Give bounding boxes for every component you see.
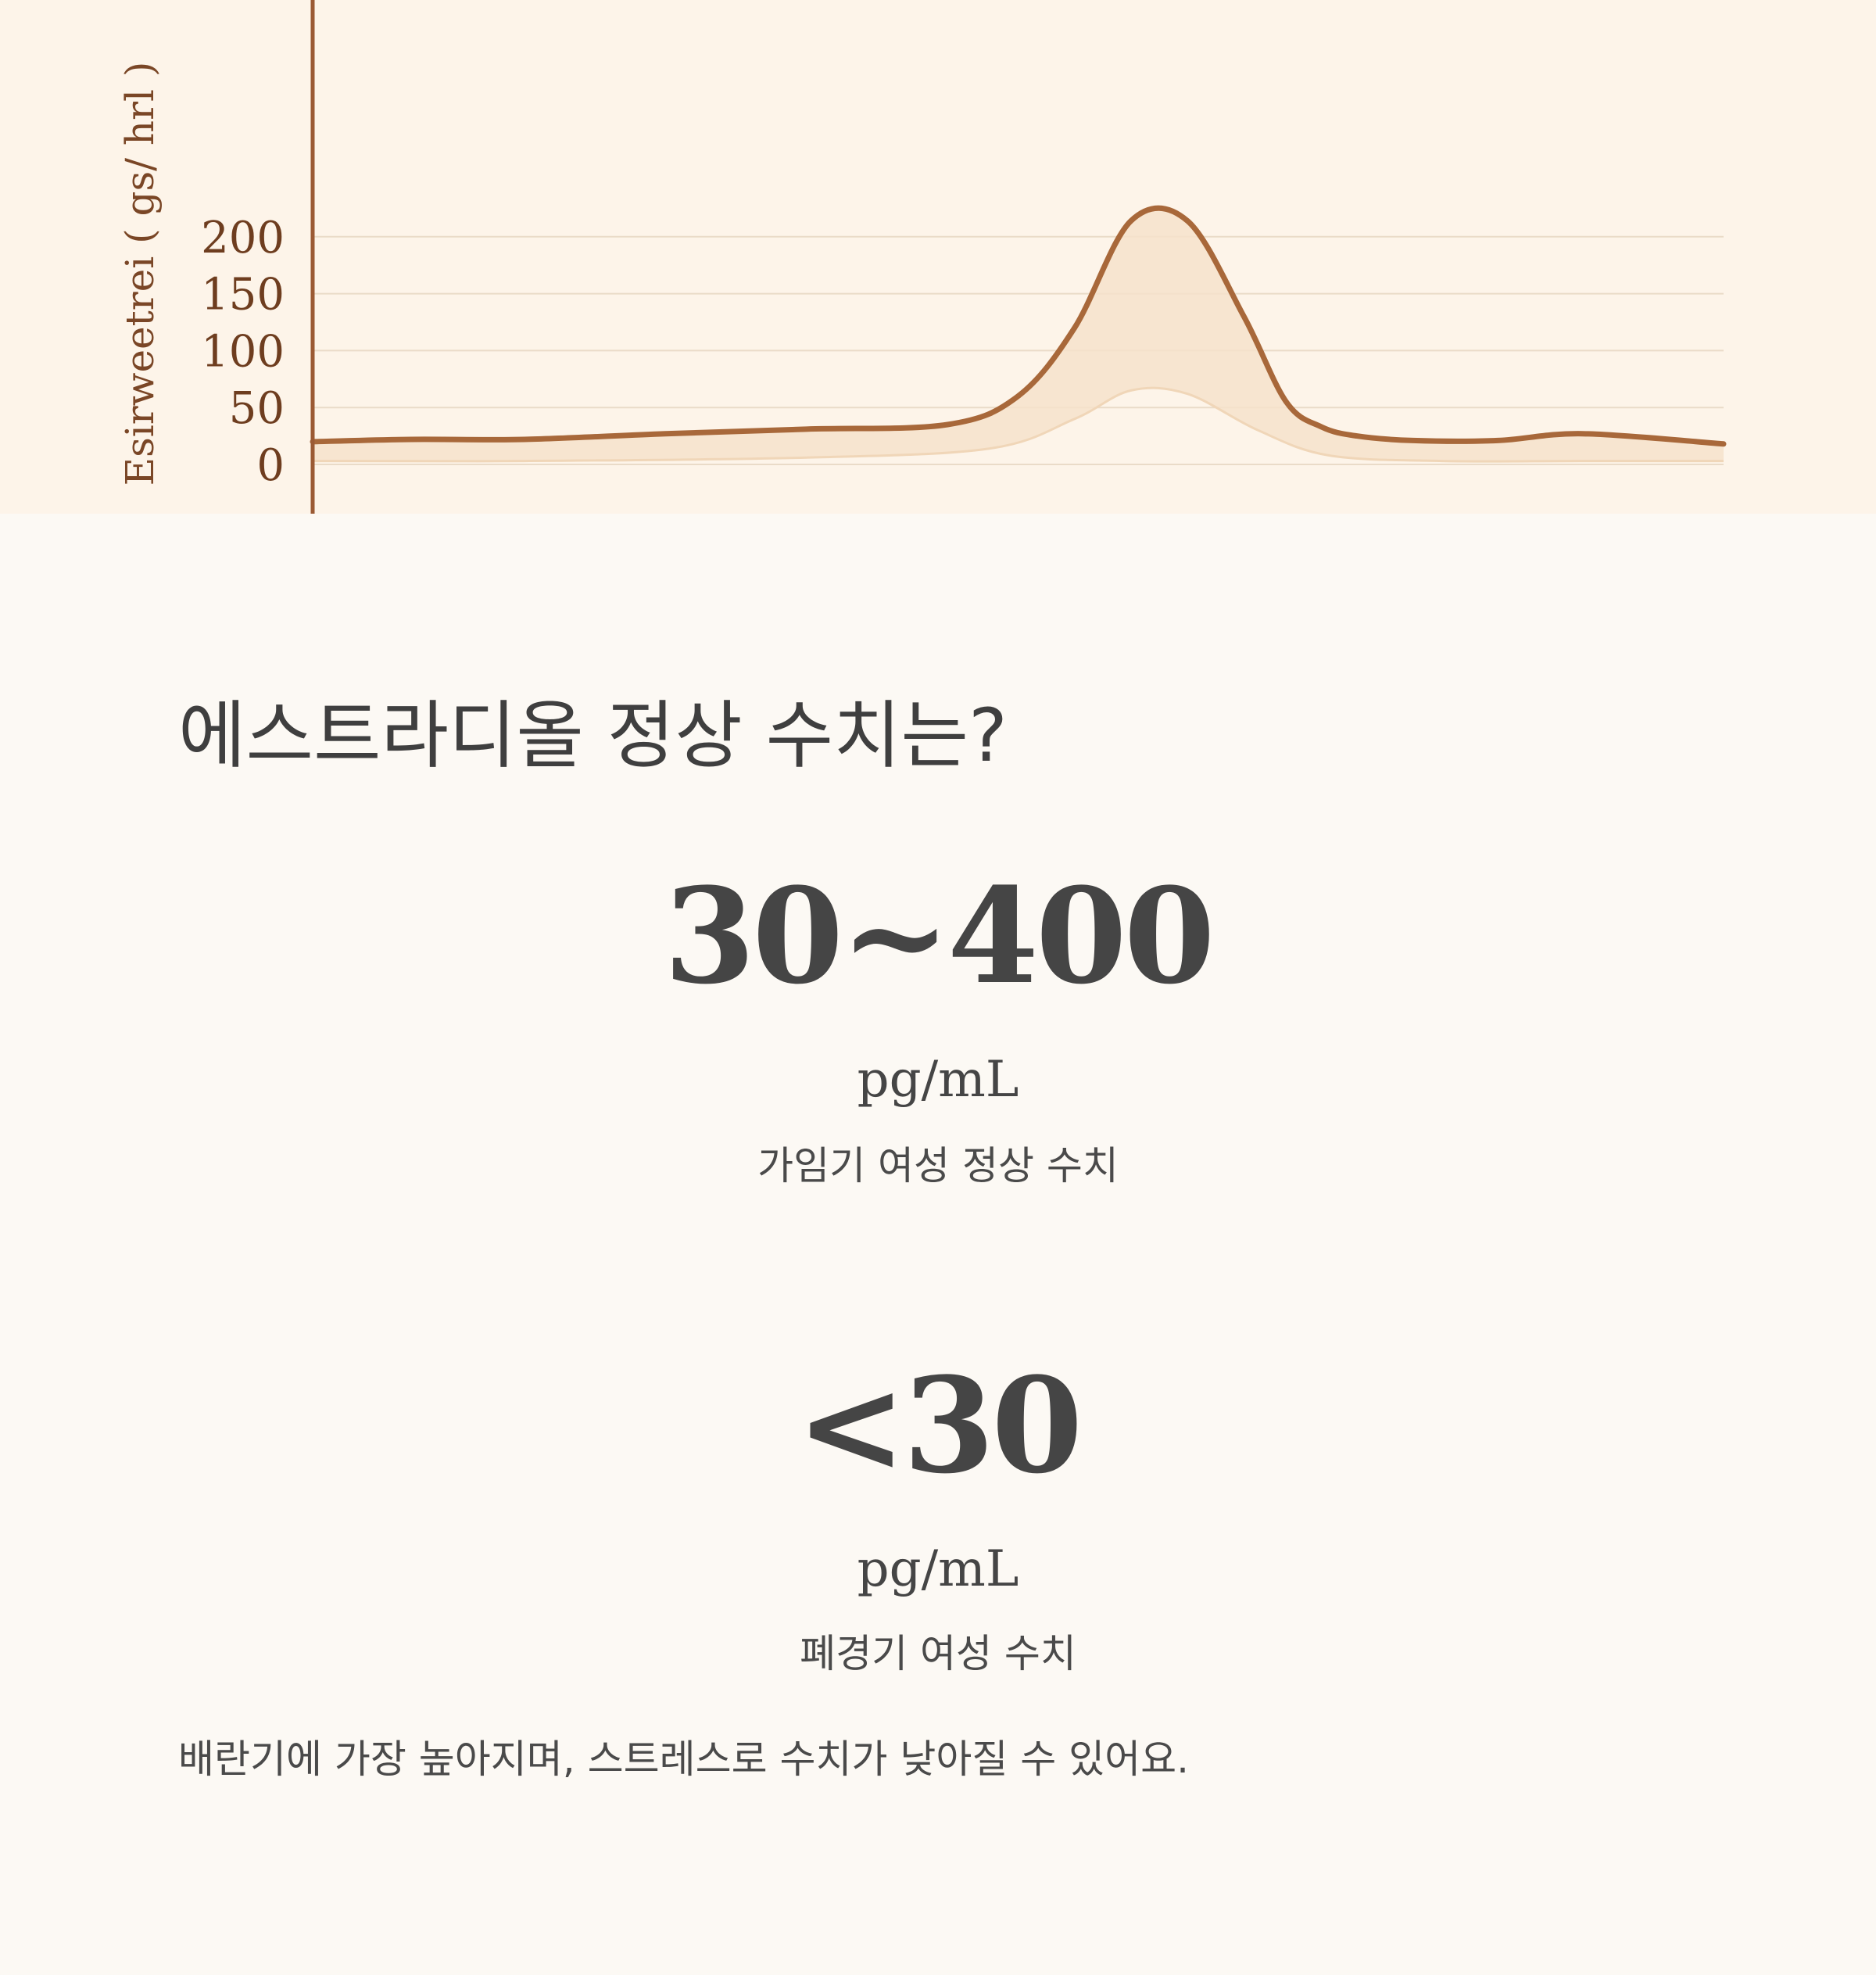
y-tick-0: 0 xyxy=(256,440,285,491)
y-tick-150: 150 xyxy=(201,270,285,321)
normal-levels-section: 에스트라디올 정상 수치는? 30~400 pg/mL 가임기 여성 정상 수치… xyxy=(0,514,1876,1975)
fertile-range-unit: pg/mL xyxy=(857,1051,1019,1109)
chart-gridlines xyxy=(313,235,1724,465)
section-title: 에스트라디올 정상 수치는? xyxy=(178,694,1008,779)
y-tick-50: 50 xyxy=(229,383,285,434)
series-band-area xyxy=(313,208,1724,462)
chart-area-layer xyxy=(313,208,1724,462)
series-upper-line xyxy=(310,205,1727,447)
estradiol-chart: 0 50 100 150 200 Esirweetrei ( gs/ hrl ) xyxy=(0,0,1876,514)
y-axis-title: Esirweetrei ( gs/ hrl ) xyxy=(117,62,163,486)
footnote: 배란기에 가장 높아지며, 스트레스로 수치가 낮아질 수 있어요. xyxy=(178,1737,1190,1782)
y-tick-100: 100 xyxy=(201,326,285,377)
fertile-range-value: 30~400 xyxy=(664,858,1215,1013)
fertile-range-caption: 가임기 여성 정상 수치 xyxy=(757,1143,1119,1188)
y-tick-200: 200 xyxy=(201,213,285,263)
menopause-range-value: <30 xyxy=(796,1348,1083,1503)
series-lower-line xyxy=(312,386,1724,463)
chart-line-layer xyxy=(310,205,1727,463)
menopause-range-caption: 폐경기 여성 수치 xyxy=(800,1631,1076,1676)
menopause-range-unit: pg/mL xyxy=(857,1540,1019,1598)
